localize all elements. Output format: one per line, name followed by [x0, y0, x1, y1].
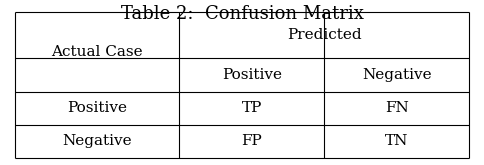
Text: Negative: Negative	[362, 68, 432, 82]
Text: Predicted: Predicted	[287, 28, 362, 42]
Text: Table 2:  Confusion Matrix: Table 2: Confusion Matrix	[121, 5, 363, 23]
Text: FN: FN	[385, 101, 409, 115]
Text: Negative: Negative	[62, 134, 132, 148]
Text: TP: TP	[242, 101, 262, 115]
Text: TN: TN	[385, 134, 408, 148]
Text: FP: FP	[242, 134, 262, 148]
Text: Actual Case: Actual Case	[51, 45, 143, 59]
Text: Positive: Positive	[67, 101, 127, 115]
Text: Positive: Positive	[222, 68, 282, 82]
